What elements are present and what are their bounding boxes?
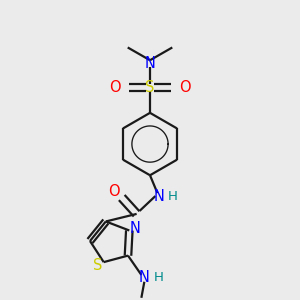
Text: O: O [179,80,190,95]
Text: S: S [145,80,155,95]
Text: N: N [130,221,141,236]
Text: N: N [139,270,150,285]
Text: N: N [154,189,164,204]
Text: O: O [110,80,121,95]
Text: H: H [168,190,178,202]
Text: O: O [109,184,120,199]
Text: N: N [145,56,155,71]
Text: S: S [93,258,102,273]
Text: H: H [154,272,164,284]
